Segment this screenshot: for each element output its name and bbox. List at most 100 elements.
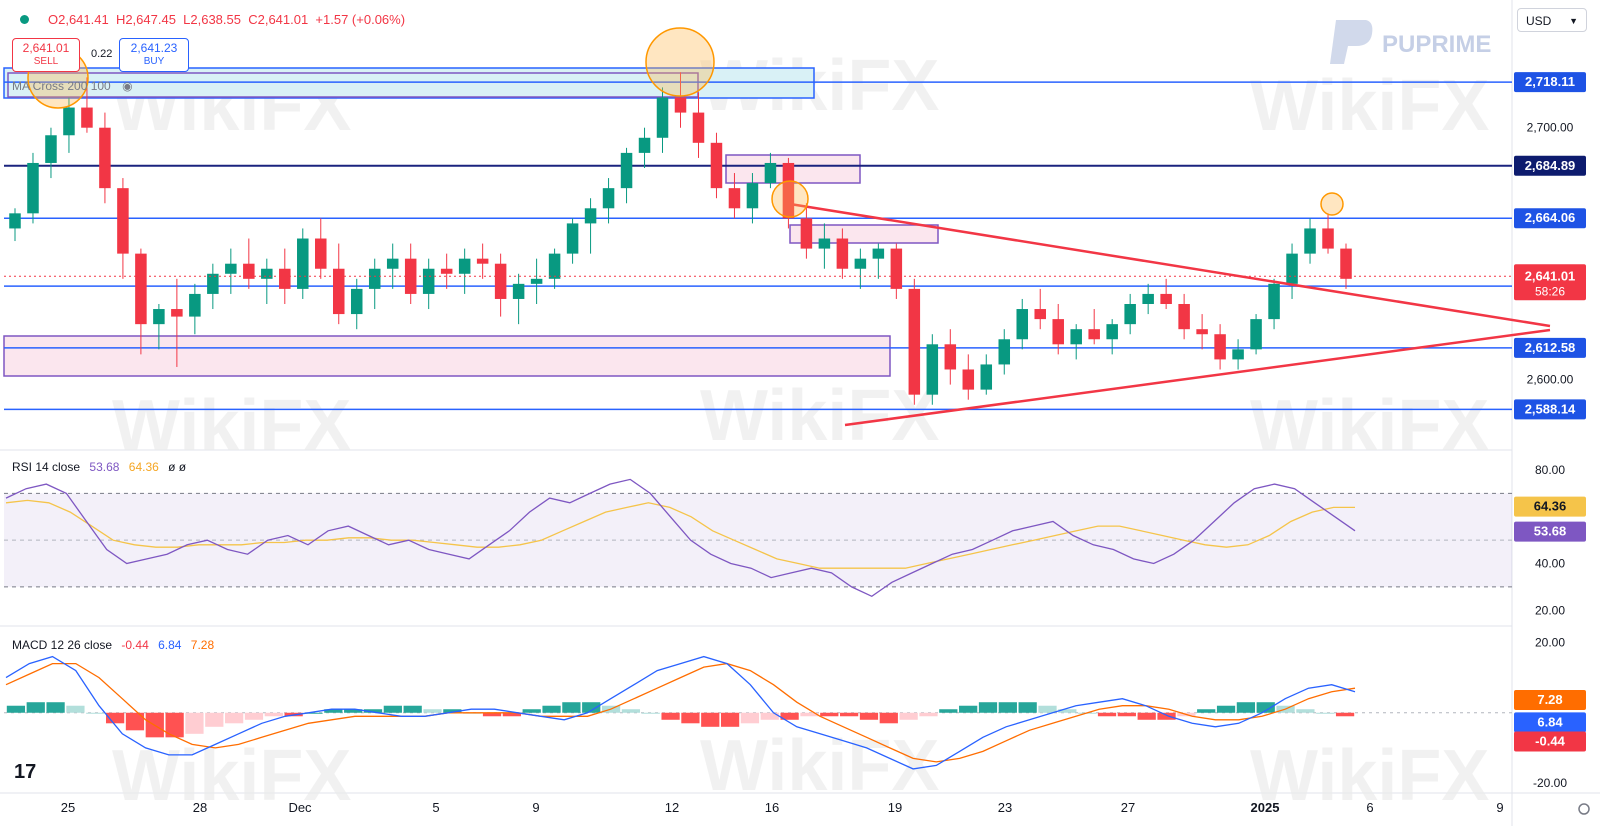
candle-body-8 — [153, 309, 165, 325]
candle-body-24 — [440, 268, 453, 274]
macd-hist-bar-12 — [244, 712, 264, 720]
svg-text:17: 17 — [14, 761, 36, 783]
macd-hist-bar-29 — [582, 702, 601, 713]
macd-hist-bar-22 — [443, 709, 462, 713]
level-label-bg-4 — [1514, 337, 1586, 358]
macd-hist-bar-15 — [304, 712, 323, 714]
candle-body-6 — [117, 188, 129, 254]
macd-legend-value: 6.84 — [158, 638, 182, 652]
ma-legend-label: MA Cross 200 100 — [12, 79, 111, 93]
level-label-bg-0 — [1514, 72, 1586, 93]
watermark-4: WikiFX — [700, 376, 939, 456]
signal-legend-value: 7.28 — [190, 638, 215, 652]
macd-label-bg-0 — [1514, 689, 1586, 710]
triangle-pattern — [789, 202, 1551, 427]
candle-body-65 — [1178, 304, 1190, 330]
macd-hist-bar-0 — [6, 705, 26, 713]
candle-body-9 — [171, 309, 183, 317]
sell-label: SELL — [33, 56, 59, 67]
level-label-4: 2,612.58 — [1525, 340, 1576, 355]
price-tick-1: 2,600.00 — [1527, 373, 1574, 387]
candle-body-47 — [854, 258, 867, 269]
candle-body-66 — [1196, 329, 1208, 335]
candle-body-46 — [836, 238, 849, 269]
candle-body-44 — [800, 218, 813, 249]
ma-legend: MA Cross 200 100 ◉ — [12, 79, 133, 93]
rsi-pane: 80.00 40.00 20.00 64.36 53.68 — [4, 463, 1586, 617]
macd-hist-bar-2 — [46, 702, 65, 713]
buy-button[interactable]: 2,641.23 BUY — [119, 38, 189, 72]
candle-body-0 — [9, 213, 21, 229]
macd-hist-bar-47 — [939, 709, 958, 713]
candle-body-37 — [674, 97, 687, 113]
candle-body-20 — [368, 268, 381, 289]
candle-body-1 — [27, 162, 39, 214]
settings-icon[interactable] — [1578, 803, 1590, 815]
rsi-label-bg-1 — [1514, 521, 1586, 542]
candle-body-21 — [386, 258, 399, 269]
signal-line — [5, 662, 1356, 763]
macd-hist-bar-50 — [998, 702, 1017, 713]
candle-body-68 — [1232, 349, 1244, 360]
macd-line — [5, 655, 1356, 770]
level-label-bg-1 — [1514, 155, 1586, 176]
macd-tick-1: -20.00 — [1533, 776, 1567, 790]
brand-logo: PUPRIME — [1330, 20, 1491, 64]
candle-body-39 — [710, 142, 723, 189]
watermark-2: WikiFX — [1250, 66, 1489, 146]
candle-body-40 — [728, 188, 741, 209]
zone-small — [789, 224, 939, 244]
macd-hist-bar-6 — [125, 712, 145, 731]
rsi-current-label-1: 53.68 — [1534, 524, 1567, 539]
zone-bottom — [3, 335, 891, 377]
rsi-ma-legend-value: 64.36 — [128, 460, 159, 474]
chevron-down-icon: ▼ — [1569, 16, 1578, 26]
macd-hist-bar-16 — [324, 709, 343, 713]
candle-body-3 — [63, 107, 75, 136]
macd-hist-bar-53 — [1058, 709, 1077, 713]
macd-hist-bar-65 — [1296, 709, 1315, 713]
candle-body-32 — [584, 208, 597, 224]
currency-select[interactable]: USD ▼ — [1517, 8, 1587, 32]
candle-body-73 — [1322, 228, 1334, 249]
tradingview-logo: 17 — [14, 761, 36, 783]
zone-top-inner — [7, 72, 699, 98]
macd-hist-bar-36 — [720, 712, 740, 727]
macd-label-bg-1 — [1514, 712, 1586, 733]
candle-body-71 — [1286, 253, 1298, 284]
macd-hist-bar-10 — [205, 712, 224, 727]
macd-hist-bar-55 — [1097, 712, 1117, 717]
sell-button[interactable]: 2,641.01 SELL — [12, 38, 80, 72]
macd-legend-name: MACD 12 26 close — [12, 638, 113, 652]
macd-hist-bar-45 — [899, 712, 918, 720]
brand-text: PUPRIME — [1382, 31, 1491, 58]
macd-current-label-0: 7.28 — [1537, 692, 1562, 707]
macd-current-label-2: -0.44 — [1535, 734, 1565, 749]
watermark-7: WikiFX — [700, 726, 939, 806]
rsi-tick-0: 80.00 — [1535, 463, 1565, 477]
macd-hist-bar-57 — [1137, 712, 1156, 720]
macd-current-label-1: 6.84 — [1537, 714, 1563, 729]
candle-body-52 — [944, 344, 957, 370]
triangle-lower-line — [844, 328, 1551, 427]
buy-price: 2,641.23 — [130, 41, 178, 55]
macd-hist-bar-40 — [800, 712, 819, 717]
macd-hist-bar-46 — [919, 712, 938, 717]
eye-hidden-icon[interactable]: ◉ — [122, 79, 133, 93]
sell-price: 2,641.01 — [22, 41, 70, 55]
rsi-line — [5, 478, 1356, 598]
level-label-5: 2,588.14 — [1525, 401, 1576, 416]
candle-body-67 — [1214, 334, 1226, 360]
candle-body-36 — [656, 97, 669, 138]
candle-body-69 — [1250, 319, 1262, 350]
time-tick-4: 9 — [532, 800, 539, 815]
candle-body-11 — [207, 273, 219, 294]
buy-label: BUY — [143, 56, 165, 67]
price-tick-0: 2,700.00 — [1527, 121, 1574, 135]
macd-hist-bar-37 — [740, 712, 760, 724]
macd-hist-bar-56 — [1117, 712, 1136, 717]
macd-hist-bar-35 — [701, 712, 720, 727]
macd-hist-bar-44 — [879, 712, 898, 724]
candle-body-33 — [602, 188, 615, 209]
candle-body-7 — [135, 253, 147, 325]
